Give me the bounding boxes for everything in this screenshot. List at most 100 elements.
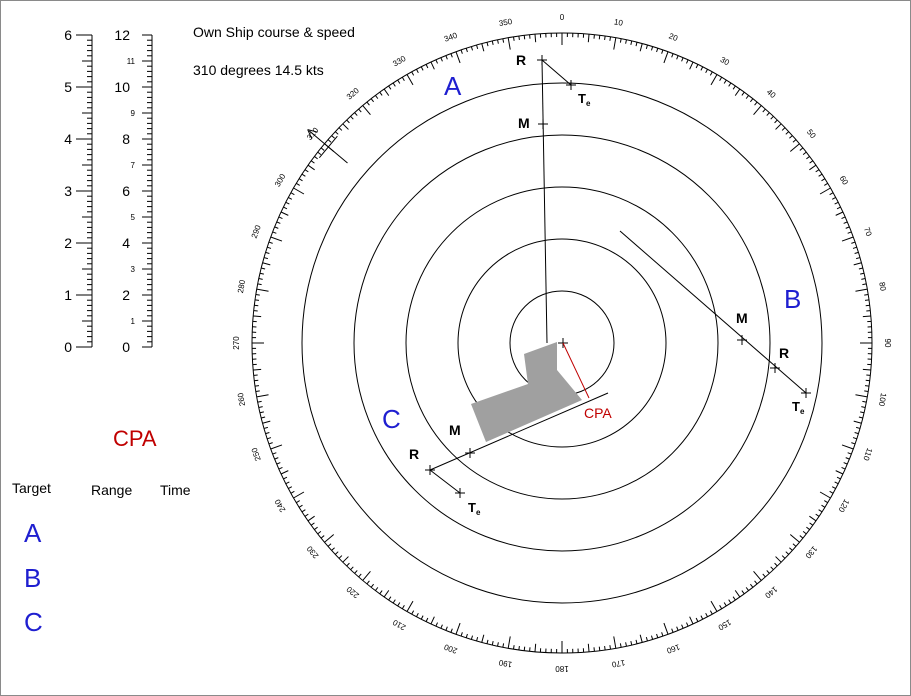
compass-tick <box>481 634 485 643</box>
compass-tick <box>430 61 435 70</box>
compass-tick <box>310 522 315 526</box>
compass-tick <box>754 101 758 106</box>
compass-tick <box>256 394 269 398</box>
compass-tick <box>411 71 415 76</box>
compass-tick <box>695 617 699 622</box>
compass-tick <box>278 467 283 470</box>
compass-tick <box>465 48 468 53</box>
compass-tick <box>745 587 749 591</box>
compass-tick <box>370 583 375 588</box>
compass-tick <box>619 38 622 43</box>
compass-tick <box>397 79 401 84</box>
compass-tick <box>507 636 511 649</box>
compass-tick <box>375 587 379 591</box>
compass-tick <box>257 400 262 403</box>
compass-tick <box>497 642 499 647</box>
compass-tick <box>320 535 325 539</box>
compass-tick <box>455 622 461 635</box>
compass-tick <box>324 534 335 543</box>
compass-tick <box>762 573 766 578</box>
compass-tick <box>406 600 414 612</box>
compass-tick <box>831 486 836 489</box>
compass-tick <box>420 615 424 620</box>
compass-tick <box>853 420 862 424</box>
target-c-true-vector <box>429 469 461 494</box>
range-ring <box>457 238 667 448</box>
compass-tick <box>671 628 674 633</box>
compass-tick <box>270 444 283 450</box>
compass-tick <box>774 119 778 124</box>
compass-tick <box>681 624 684 629</box>
left-scale-label: 6 <box>64 27 72 43</box>
compass-bearing-label: 100 <box>877 392 888 407</box>
target-b-r-label: R <box>779 345 789 361</box>
compass-tick <box>258 406 263 408</box>
compass-tick <box>425 64 429 69</box>
target-a-m-label: M <box>518 115 530 131</box>
compass-tick <box>290 192 295 196</box>
compass-tick <box>460 632 463 637</box>
compass-tick <box>789 135 793 139</box>
compass-tick <box>481 43 485 52</box>
right-scale-minor-label: 1 <box>131 317 136 326</box>
compass-tick <box>818 173 823 177</box>
compass-tick <box>806 156 810 160</box>
compass-tick <box>821 178 826 182</box>
range-ring <box>405 186 719 500</box>
target-a-te-label: Te <box>578 91 591 108</box>
compass-tick <box>334 131 339 135</box>
compass-tick <box>507 37 511 50</box>
compass-tick <box>301 173 306 177</box>
target-b-label: B <box>784 284 801 314</box>
compass-tick <box>283 476 288 480</box>
compass-tick <box>843 221 848 224</box>
compass-tick <box>293 491 305 499</box>
right-scale-minor-label: 11 <box>127 57 136 66</box>
compass-tick <box>331 547 335 551</box>
compass-bearing-label: 240 <box>273 497 288 514</box>
compass-tick <box>815 169 820 173</box>
compass-tick <box>406 74 414 86</box>
compass-tick <box>534 34 537 43</box>
compass-tick <box>639 634 643 643</box>
compass-bearing-label: 200 <box>442 642 458 655</box>
compass-tick <box>834 201 839 205</box>
compass-tick <box>298 178 303 182</box>
compass-tick <box>689 61 694 70</box>
compass-tick <box>700 615 704 620</box>
compass-tick <box>860 272 865 275</box>
target-a-true-vector <box>541 59 572 86</box>
compass-tick <box>723 79 727 84</box>
compass-bearing-label: 340 <box>443 31 459 44</box>
compass-tick <box>728 82 732 87</box>
compass-tick <box>676 626 679 631</box>
target-c-r-label: R <box>409 446 419 462</box>
compass-tick <box>852 437 857 440</box>
compass-tick <box>455 51 461 64</box>
compass-bearing-label: 350 <box>498 17 513 28</box>
compass-tick <box>296 182 300 186</box>
compass-tick <box>265 251 270 255</box>
compass-tick <box>283 206 288 210</box>
compass-tick <box>254 385 260 387</box>
compass-tick <box>864 299 870 301</box>
compass-tick <box>851 442 856 445</box>
compass-tick <box>276 462 281 465</box>
compass-tick <box>518 35 520 41</box>
compass-tick <box>534 643 537 652</box>
compass-tick <box>860 411 865 414</box>
compass-tick <box>864 390 869 392</box>
compass-tick <box>847 452 852 455</box>
compass-tick <box>497 39 499 44</box>
right-scale-major-label: 10 <box>114 79 130 95</box>
compass-tick <box>440 57 443 62</box>
compass-tick <box>625 39 627 44</box>
compass-tick <box>290 490 295 494</box>
compass-tick <box>450 53 453 58</box>
compass-tick <box>709 610 713 615</box>
compass-tick <box>280 211 289 216</box>
compass-tick <box>766 570 770 574</box>
compass-tick <box>342 556 349 563</box>
compass-tick <box>435 59 438 64</box>
compass-tick <box>362 105 371 116</box>
